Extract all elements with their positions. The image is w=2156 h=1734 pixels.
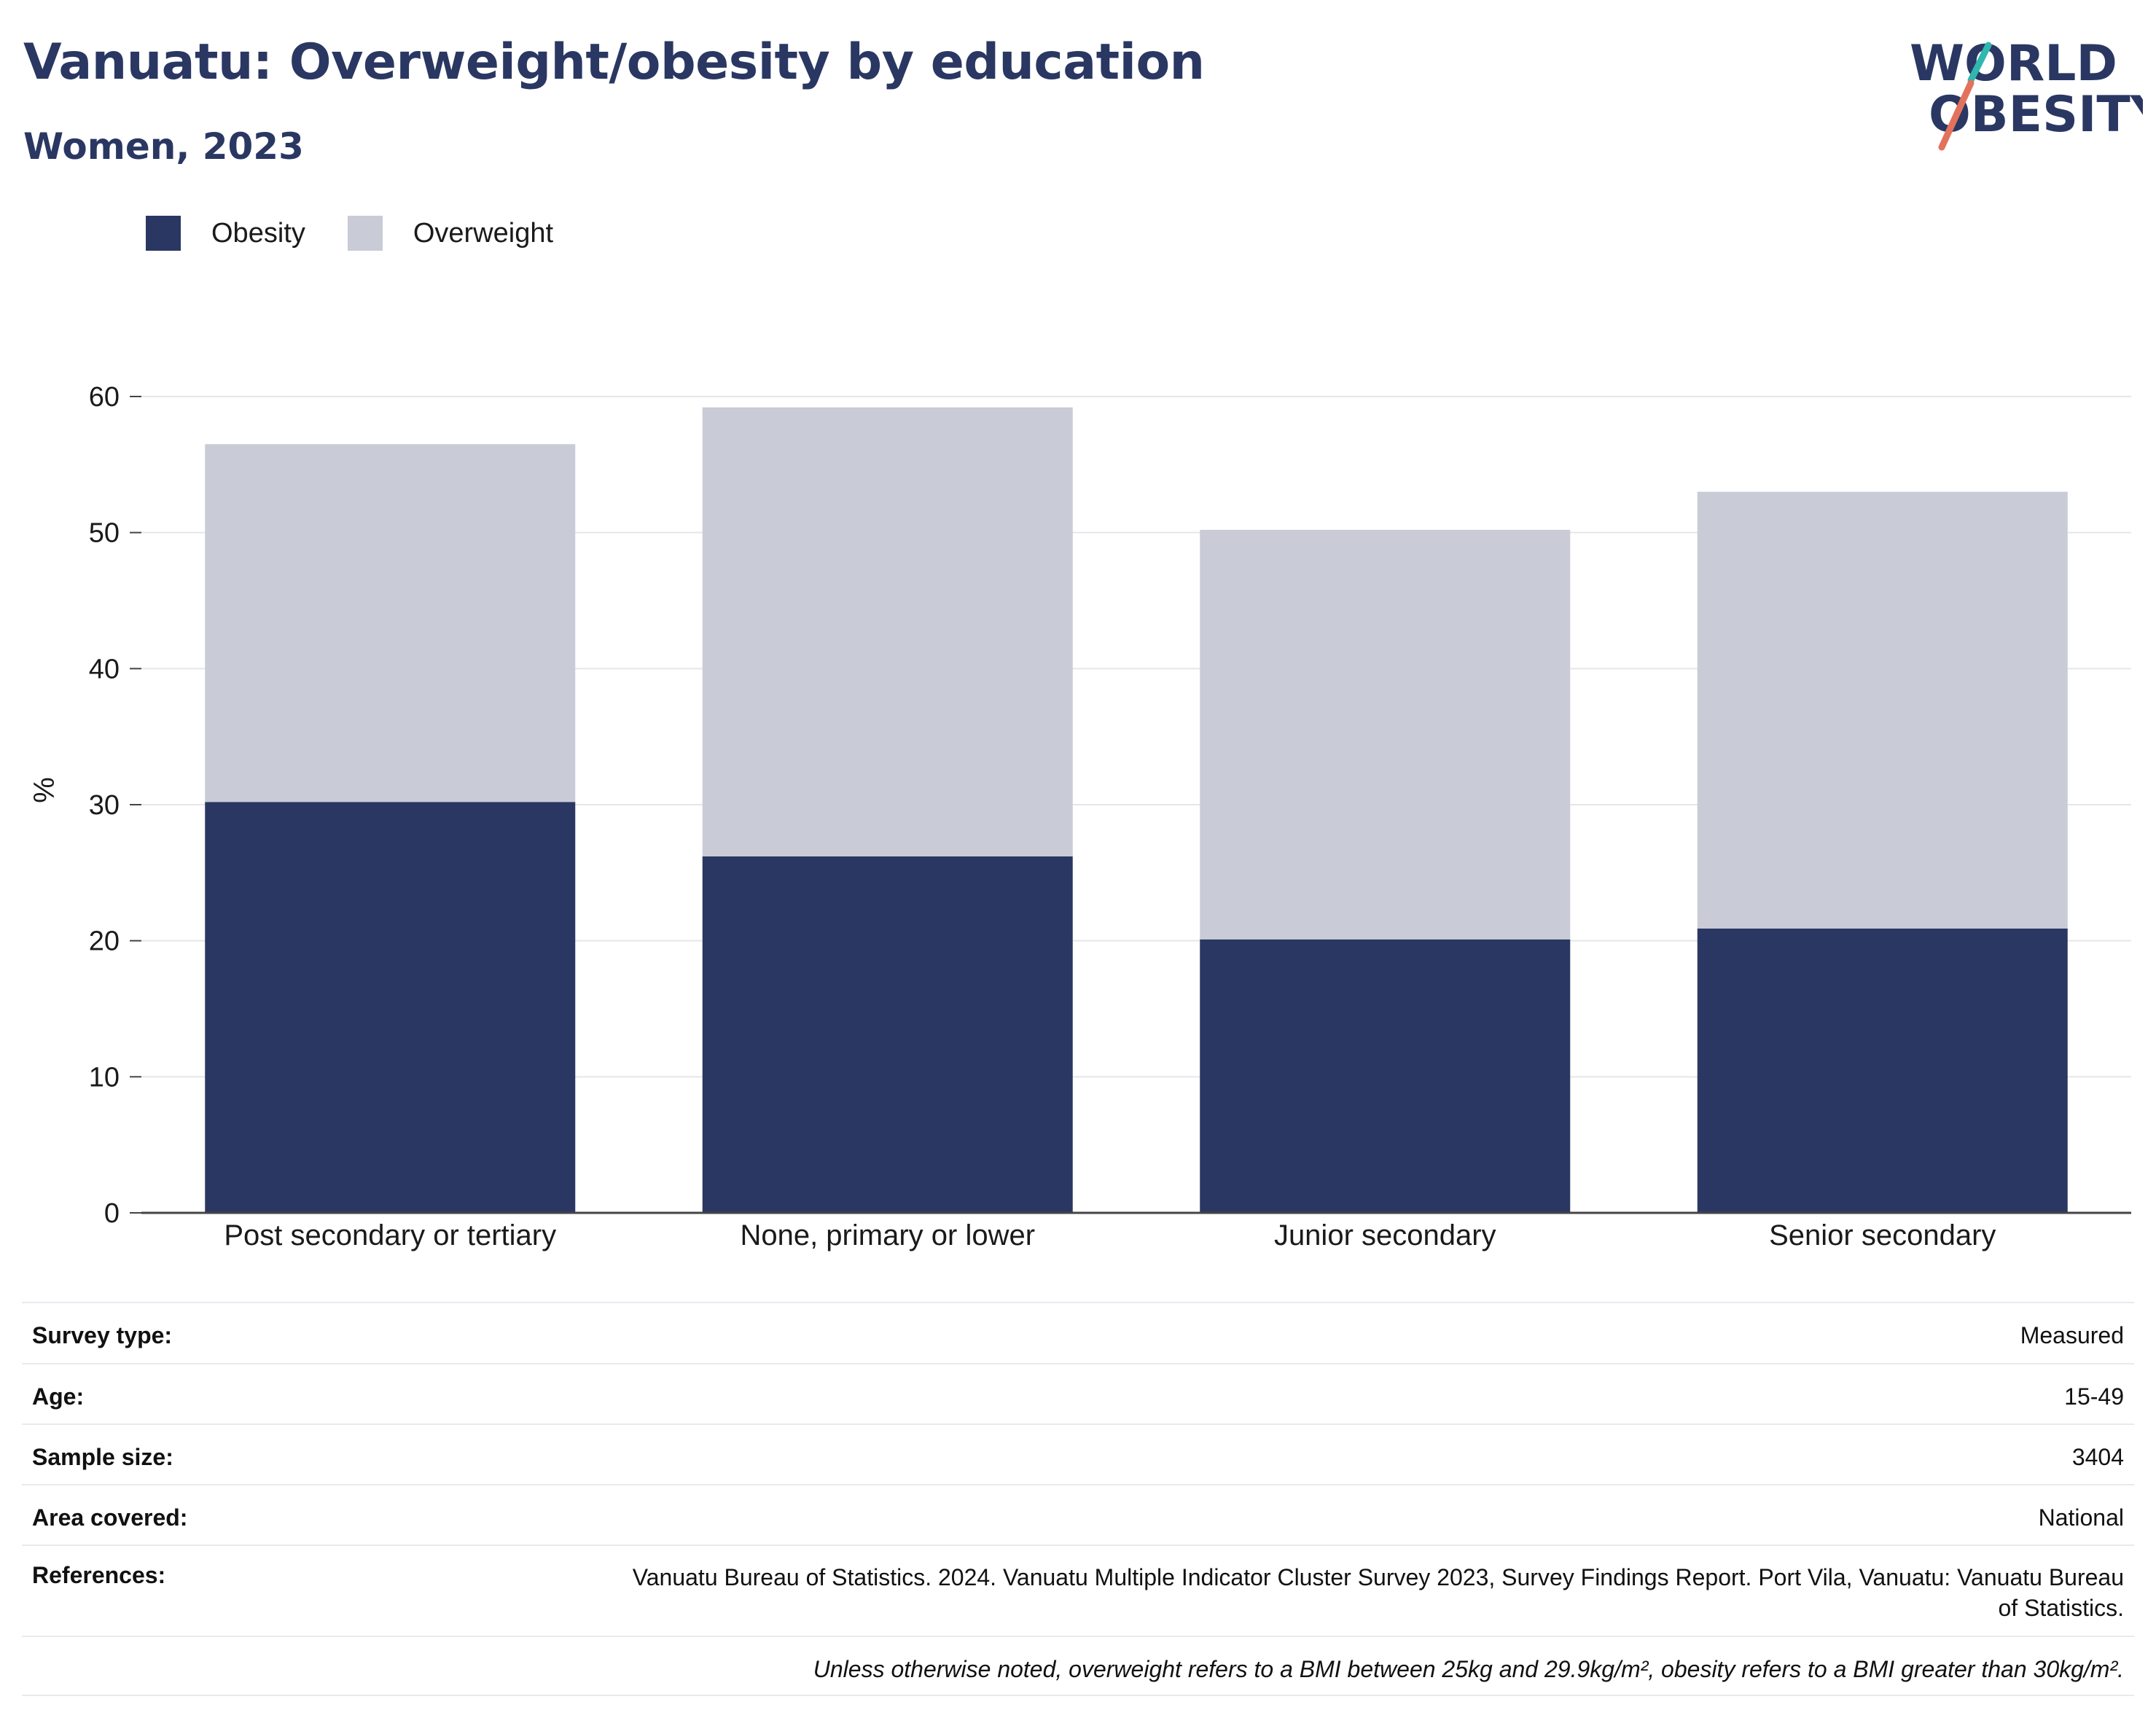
- bar-overweight-4: [1697, 491, 2068, 929]
- logo-word-world: WORLD: [1910, 35, 2117, 93]
- meta-key-references: References:: [32, 1562, 166, 1588]
- stacked-bar-chart: 0 10 20 30 40 50 60% Post secondary or tertiary…: [28, 382, 2131, 1251]
- chart-legend: Obesity Overweight: [146, 216, 595, 251]
- chart-subtitle: Women, 2023: [23, 125, 304, 168]
- bar-overweight-1: [205, 444, 576, 802]
- legend-item-overweight[interactable]: Overweight: [347, 216, 554, 251]
- bar-obesity-4: [1697, 928, 2068, 1213]
- meta-key-age: Age:: [32, 1383, 85, 1410]
- legend-label-overweight: Overweight: [413, 217, 554, 249]
- bar-obesity-1: [205, 802, 576, 1213]
- x-tick-label-2: None, primary or lower: [740, 1219, 1035, 1251]
- y-tick-label-10: 10: [89, 1062, 120, 1093]
- legend-item-obesity[interactable]: Obesity: [146, 216, 305, 251]
- x-tick-label-3: Junior secondary: [1274, 1219, 1496, 1251]
- y-tick-label-30: 30: [89, 790, 120, 821]
- logo-slash-coral: [1938, 79, 1975, 151]
- y-tick-label-50: 50: [89, 518, 120, 549]
- y-axis-label: %: [28, 777, 60, 803]
- logo-slash-teal: [1967, 42, 1992, 84]
- meta-value-age: 15-49: [2064, 1383, 2124, 1410]
- bar-obesity-2: [702, 856, 1073, 1213]
- y-tick-label-60: 60: [89, 382, 120, 413]
- chart-title: Vanuatu: Overweight/obesity by education: [23, 34, 1205, 91]
- bmi-definition-note: Unless otherwise noted, overweight refer…: [813, 1656, 2124, 1682]
- y-tick-label-0: 0: [104, 1198, 120, 1229]
- bar-overweight-2: [702, 407, 1073, 856]
- meta-row-survey-type: Survey type: Measured: [22, 1302, 2134, 1363]
- x-tick-label-1: Post secondary or tertiary: [224, 1219, 556, 1251]
- meta-key-survey-type: Survey type:: [32, 1322, 173, 1348]
- x-tick-label-4: Senior secondary: [1769, 1219, 1996, 1251]
- meta-key-area: Area covered:: [32, 1504, 188, 1531]
- legend-swatch-overweight: [347, 216, 383, 251]
- y-tick-label-40: 40: [89, 654, 120, 684]
- legend-label-obesity: Obesity: [211, 217, 305, 249]
- meta-key-sample-size: Sample size:: [32, 1444, 173, 1470]
- meta-row-references: References: Vanuatu Bureau of Statistics…: [22, 1544, 2134, 1636]
- legend-swatch-obesity: [146, 216, 181, 251]
- meta-row-sample-size: Sample size: 3404: [22, 1423, 2134, 1484]
- y-tick-label-20: 20: [89, 926, 120, 957]
- meta-value-sample-size: 3404: [2071, 1444, 2124, 1470]
- bar-obesity-3: [1200, 939, 1571, 1213]
- world-obesity-logo: WORLD OBESITY: [1910, 35, 2143, 151]
- meta-value-references: Vanuatu Bureau of Statistics. 2024. Vanu…: [632, 1564, 2124, 1621]
- bar-overweight-3: [1200, 529, 1571, 940]
- meta-value-survey-type: Measured: [2020, 1322, 2124, 1348]
- survey-metadata-table: Survey type: Measured Age: 15-49 Sample …: [22, 1302, 2134, 1696]
- meta-row-area: Area covered: National: [22, 1484, 2134, 1544]
- meta-value-area: National: [2038, 1504, 2124, 1531]
- meta-row-age: Age: 15-49: [22, 1363, 2134, 1423]
- meta-row-note: Unless otherwise noted, overweight refer…: [22, 1636, 2134, 1696]
